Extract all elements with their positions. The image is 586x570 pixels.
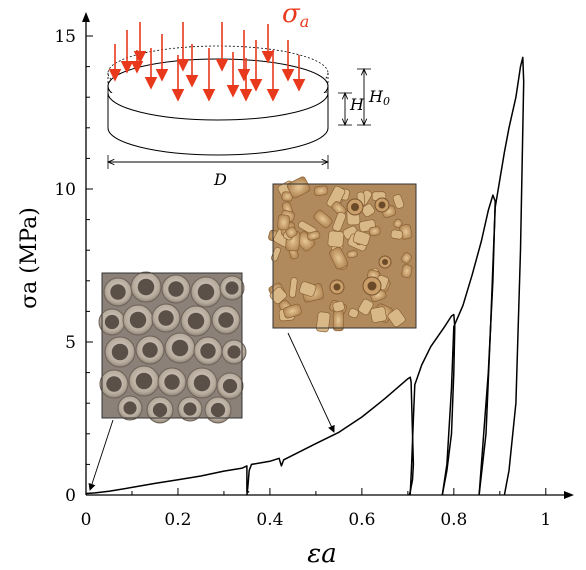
photo-intact-rings <box>98 271 247 424</box>
ring-hole <box>129 311 147 329</box>
x-tick-label: 0.8 <box>440 510 467 530</box>
fragment <box>313 185 329 197</box>
fragment <box>392 194 405 209</box>
curve-segment-4 <box>441 194 496 496</box>
ring-hole <box>197 283 215 301</box>
y-tick-label: 0 <box>65 486 76 506</box>
load-arrows <box>108 22 306 102</box>
fragment <box>368 226 381 237</box>
x-tick-label: 0.6 <box>348 510 375 530</box>
ring-hole <box>218 312 234 328</box>
fragment <box>326 185 346 209</box>
ring-hole <box>187 312 205 330</box>
cylinder-diagram: σa H H0 D <box>108 0 390 189</box>
fragment <box>352 230 371 246</box>
y-axis-arrow <box>82 12 90 22</box>
ring-hole <box>210 402 226 418</box>
curve-segment-3 <box>409 313 456 496</box>
fragment <box>313 209 333 229</box>
curve-segment-5 <box>478 56 525 496</box>
dim-D-label: D <box>213 170 227 189</box>
fragment <box>401 252 412 264</box>
fragment <box>277 214 291 231</box>
ring-hole <box>193 374 211 392</box>
fragment <box>329 246 349 270</box>
x-axis-title: εa <box>307 539 336 569</box>
y-tick-label: 10 <box>54 180 76 200</box>
x-tick-label: 0.4 <box>256 510 283 530</box>
fragment <box>346 250 358 259</box>
y-tick-label: 5 <box>65 333 76 353</box>
pointer-arrow-right <box>287 332 335 433</box>
curve-segment-1 <box>85 465 250 495</box>
fragment-ring-hole <box>333 283 341 291</box>
x-tick-label: 1 <box>540 510 551 530</box>
curve-segment-2 <box>246 376 415 496</box>
fragment <box>327 230 345 248</box>
fragment <box>332 300 345 313</box>
fragment <box>348 308 359 319</box>
dim-H0-label: H0 <box>368 87 390 108</box>
ring-hole <box>171 339 189 357</box>
axes: 0 0.2 0.4 0.6 0.8 1 0 5 10 15 <box>54 12 574 530</box>
y-tick-label: 15 <box>54 27 76 47</box>
ring-hole <box>123 401 137 415</box>
ring-hole <box>183 402 197 416</box>
fragment <box>299 281 317 297</box>
ring-hole <box>164 374 180 390</box>
fragment <box>387 308 406 328</box>
fragment <box>370 306 387 323</box>
ring-hole <box>104 314 120 330</box>
fragment <box>390 229 404 240</box>
cylinder-inner-curve <box>107 92 329 121</box>
fragment <box>401 264 413 279</box>
x-axis-arrow <box>564 491 574 499</box>
stress-strain-curve <box>85 56 525 496</box>
ring-hole <box>111 343 129 361</box>
fragment-pile <box>268 176 413 333</box>
ring-hole <box>227 345 241 359</box>
load-label: σa <box>282 0 309 31</box>
x-ticks: 0 0.2 0.4 0.6 0.8 1 <box>81 488 551 530</box>
ring-hole <box>135 372 153 390</box>
x-tick-label: 0 <box>81 510 92 530</box>
ring-hole <box>222 378 238 394</box>
fragment <box>316 311 331 333</box>
x-tick-label: 0.2 <box>164 510 191 530</box>
fragment <box>288 277 298 298</box>
pointer-arrow-left <box>88 419 114 491</box>
ring-hole <box>200 343 216 359</box>
fragment <box>361 203 375 218</box>
ring-hole <box>168 281 184 297</box>
ring-pile <box>98 271 247 424</box>
cylinder-body <box>107 93 329 156</box>
fragment-ring-hole <box>351 203 359 211</box>
fragment <box>285 226 298 239</box>
ring-hole <box>152 402 168 418</box>
photo-crushed-fragments <box>268 176 417 333</box>
ring-hole <box>225 281 239 295</box>
y-ticks: 0 5 10 15 <box>54 27 93 506</box>
fragment-ring-hole <box>367 281 377 291</box>
ring-hole <box>110 284 126 300</box>
ring-hole <box>137 278 155 296</box>
fragment <box>332 211 347 232</box>
dim-H-label: H <box>349 95 365 114</box>
fragment-ring-hole <box>382 259 388 265</box>
fragment <box>286 176 311 199</box>
fragment-ring-hole <box>378 201 386 209</box>
fragment <box>306 230 321 241</box>
fragment <box>393 218 403 229</box>
ring-hole <box>158 310 174 326</box>
ring-hole <box>106 376 122 392</box>
fragment <box>282 303 302 319</box>
ring-hole <box>142 342 158 358</box>
y-axis-title: σa (MPa) <box>17 207 42 309</box>
